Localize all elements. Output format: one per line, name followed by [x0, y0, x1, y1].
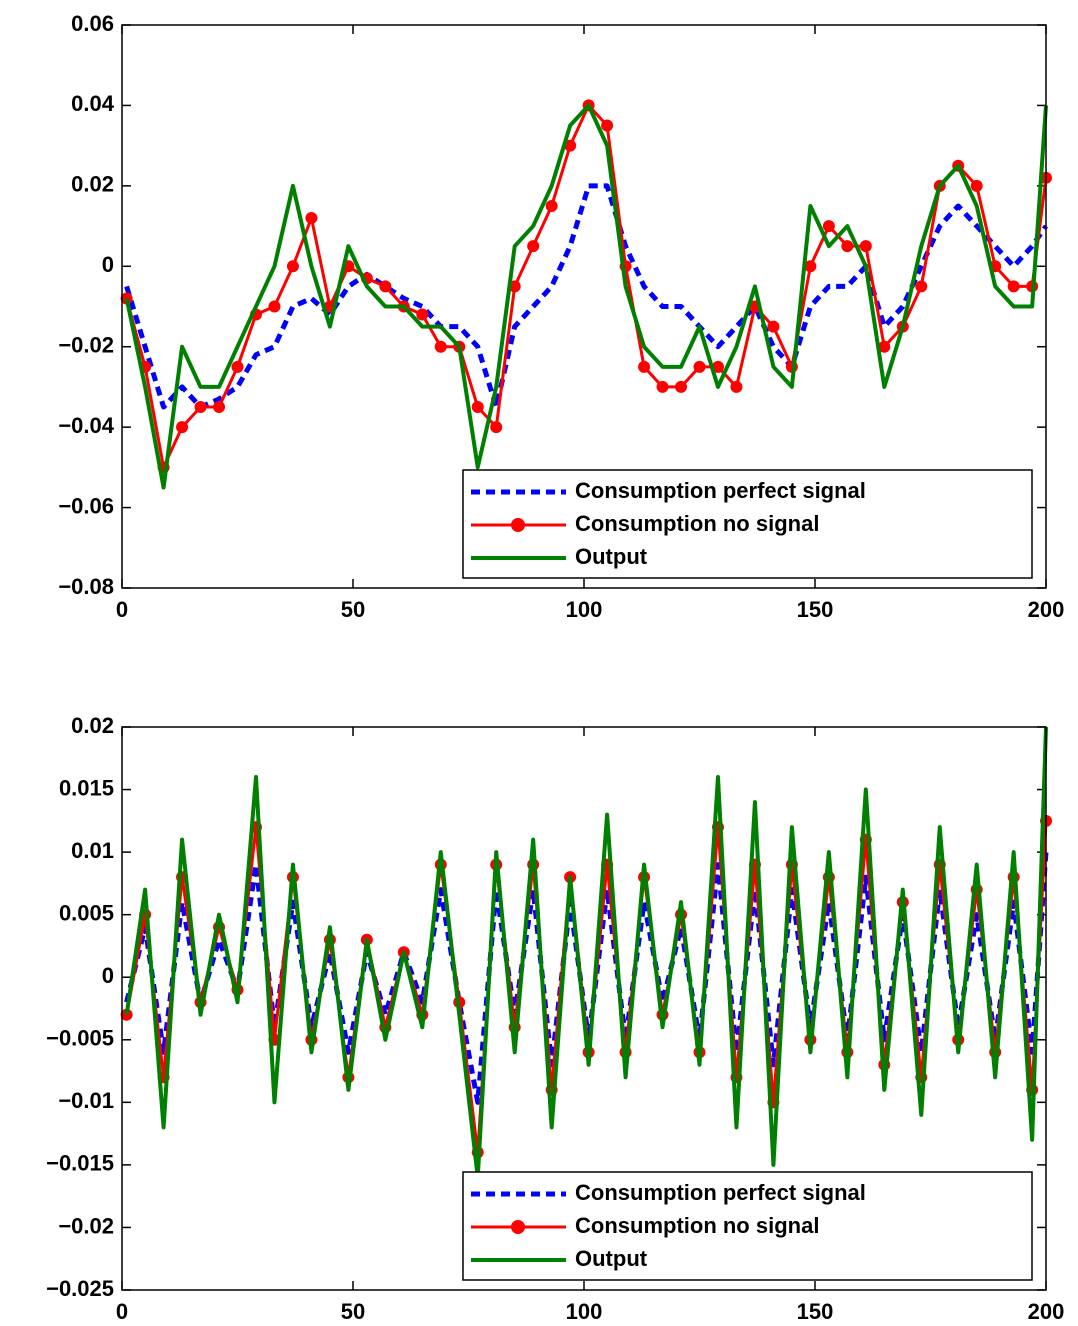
y-tick-label: 0	[102, 963, 114, 988]
y-tick-label: −0.005	[46, 1026, 114, 1051]
y-tick-label: 0.02	[71, 713, 114, 738]
marker	[638, 360, 651, 373]
legend-label: Consumption no signal	[575, 511, 819, 536]
y-tick-label: 0.04	[71, 91, 115, 116]
marker	[693, 360, 706, 373]
axes-frame	[121, 726, 1047, 1291]
marker	[268, 300, 281, 313]
y-tick-label: 0.005	[59, 900, 114, 925]
legend-marker	[511, 1220, 525, 1234]
x-tick-label: 150	[797, 597, 834, 622]
y-tick-label: −0.025	[46, 1276, 114, 1301]
marker	[471, 401, 484, 414]
x-tick-label: 200	[1028, 1299, 1065, 1324]
marker	[213, 401, 226, 414]
x-tick-label: 50	[341, 597, 365, 622]
y-tick-label: 0.01	[71, 838, 114, 863]
legend-label: Output	[575, 1246, 648, 1271]
legend: Consumption perfect signal Consumption no…	[462, 469, 1033, 579]
y-tick-label: −0.02	[58, 1213, 114, 1238]
marker	[601, 119, 614, 132]
legend: Consumption perfect signal Consumption no…	[462, 1171, 1033, 1281]
marker	[286, 260, 299, 273]
marker	[859, 240, 872, 253]
marker	[1007, 280, 1020, 293]
legend-label: Consumption perfect signal	[575, 478, 866, 503]
series-line	[124, 103, 1048, 490]
legend-marker	[511, 518, 525, 532]
marker	[656, 380, 669, 393]
subplot: −0.08 −0.06 −0.04 −0.02 0 0.02 0.04 0.06 0 50 100 1…	[58, 11, 1064, 622]
legend-label: Consumption perfect signal	[575, 1180, 866, 1205]
x-tick-label: 100	[566, 597, 603, 622]
marker	[970, 179, 983, 192]
x-tick-label: 0	[116, 1299, 128, 1324]
marker	[490, 421, 503, 434]
marker	[416, 308, 429, 321]
marker	[767, 320, 780, 333]
y-tick-label: −0.06	[58, 493, 114, 518]
y-tick-label: 0.06	[71, 11, 114, 36]
marker	[878, 340, 891, 353]
y-tick-label: −0.01	[58, 1088, 114, 1113]
marker	[379, 280, 392, 293]
marker	[822, 220, 835, 233]
marker	[434, 340, 447, 353]
legend-label: Output	[575, 544, 648, 569]
x-tick-label: 100	[566, 1299, 603, 1324]
y-tick-label: 0	[102, 252, 114, 277]
marker	[545, 199, 558, 212]
subplot: −0.025 −0.02 −0.015 −0.01 −0.005 0 0.005 0.01 0.…	[46, 713, 1064, 1324]
y-tick-label: −0.015	[46, 1151, 114, 1176]
y-tick-label: −0.02	[58, 333, 114, 358]
axes-frame	[121, 24, 1047, 589]
marker	[730, 380, 743, 393]
x-tick-label: 50	[341, 1299, 365, 1324]
marker	[915, 280, 928, 293]
marker	[711, 360, 724, 373]
marker	[527, 240, 540, 253]
marker	[231, 360, 244, 373]
y-tick-label: 0.015	[59, 775, 114, 800]
marker	[804, 260, 817, 273]
x-tick-label: 0	[116, 597, 128, 622]
x-tick-label: 150	[797, 1299, 834, 1324]
y-tick-label: −0.08	[58, 574, 114, 599]
marker	[564, 139, 577, 152]
marker	[305, 212, 318, 225]
marker	[176, 421, 189, 434]
x-tick-label: 200	[1028, 597, 1065, 622]
marker	[841, 240, 854, 253]
series-line	[124, 726, 1048, 1180]
marker	[120, 292, 133, 305]
y-tick-label: −0.04	[58, 413, 114, 438]
legend-label: Consumption no signal	[575, 1213, 819, 1238]
marker	[194, 401, 207, 414]
y-tick-label: 0.02	[71, 172, 114, 197]
marker	[675, 380, 688, 393]
marker	[120, 1008, 133, 1021]
